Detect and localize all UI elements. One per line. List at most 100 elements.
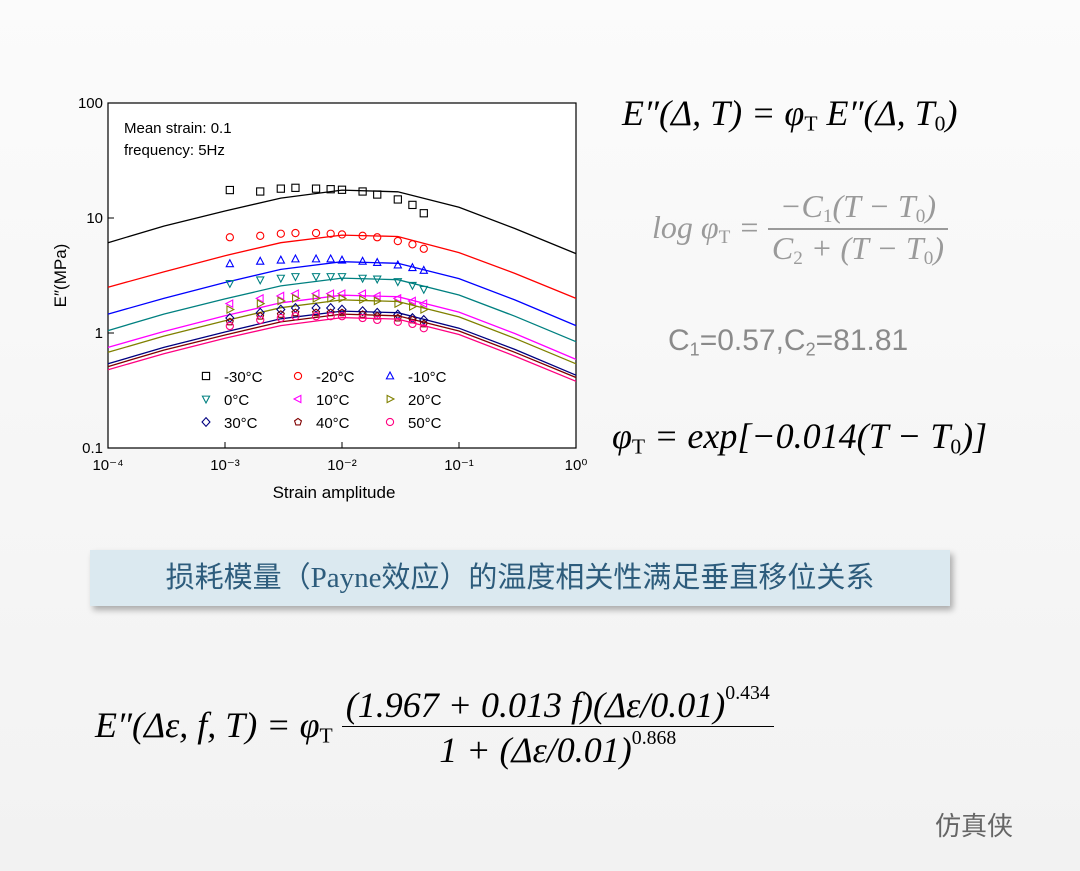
legend-marker	[201, 395, 211, 405]
legend-label: -20°C	[316, 369, 355, 386]
marker	[393, 313, 402, 322]
marker	[311, 228, 321, 238]
legend-label: -10°C	[408, 369, 447, 386]
annotation: frequency: 5Hz	[124, 142, 225, 159]
legend-marker	[201, 371, 211, 381]
marker	[419, 244, 428, 253]
marker	[291, 312, 300, 321]
marker	[326, 308, 335, 317]
marker	[326, 229, 335, 238]
legend-label: 40°C	[316, 415, 350, 432]
marker	[393, 195, 402, 204]
marker	[311, 184, 321, 193]
marker	[337, 255, 347, 264]
marker	[372, 275, 382, 285]
marker	[357, 305, 368, 317]
legend-marker	[385, 417, 395, 427]
marker	[393, 278, 403, 287]
legend-marker	[385, 370, 395, 380]
fit-line	[107, 277, 577, 343]
marker	[409, 301, 418, 312]
marker	[337, 185, 347, 194]
marker	[291, 308, 300, 317]
watermark: 仿真侠	[935, 811, 1014, 841]
constants: C1=0.57,C2=81.81	[668, 324, 909, 360]
y-axis-label: E″(MPa)	[51, 244, 70, 308]
marker	[358, 231, 367, 240]
marker	[256, 231, 265, 240]
marker	[337, 273, 347, 282]
marker	[393, 236, 402, 246]
marker	[337, 230, 347, 239]
marker	[394, 299, 403, 309]
marker	[407, 262, 417, 272]
marker	[311, 308, 321, 317]
marker	[311, 312, 321, 321]
model-equation: E″(Δε, f, T) = φT (1.967 + 0.013 f)(Δε/0…	[95, 682, 774, 771]
marker	[419, 209, 428, 218]
marker	[276, 310, 285, 318]
legend-marker	[293, 371, 303, 381]
fit-line	[107, 313, 577, 379]
marker	[311, 253, 321, 263]
legend-marker	[386, 394, 396, 404]
marker	[256, 311, 265, 320]
legend-label: 0°C	[224, 392, 249, 409]
marker	[256, 315, 265, 325]
marker	[226, 305, 235, 315]
marker	[419, 285, 429, 295]
y-tick-label: 0.1	[82, 440, 103, 457]
legend-label: 20°C	[408, 392, 442, 409]
marker	[393, 259, 403, 269]
phi-equation: φT = exp[−0.014(T − T0)]	[612, 416, 988, 459]
marker	[276, 229, 285, 238]
marker	[407, 296, 416, 306]
marker	[291, 183, 300, 192]
annotation: Mean strain: 0.1	[124, 120, 232, 137]
marker	[372, 307, 382, 318]
marker	[419, 265, 429, 274]
marker	[372, 291, 381, 301]
fit-line	[107, 189, 577, 255]
marker	[225, 233, 234, 242]
marker	[358, 274, 368, 284]
plot-frame	[107, 102, 577, 449]
legend-marker	[293, 417, 303, 426]
fit-line	[107, 234, 577, 300]
marker	[225, 317, 234, 326]
marker	[337, 312, 347, 321]
marker	[338, 293, 348, 303]
marker	[419, 319, 428, 328]
fit-line	[107, 310, 577, 376]
chart: 10⁻⁴ 10⁻³ 10⁻² 10⁻¹ 10⁰ 0.1 1 10 100 Strain ampli…	[51, 95, 587, 502]
legend-marker	[292, 394, 302, 404]
wlf-equation: log φT = −C1(T − T0) C2 + (T − T0)	[652, 188, 948, 270]
x-tick-label: 10⁻²	[327, 457, 357, 474]
marker	[418, 299, 428, 309]
marker	[276, 184, 285, 193]
marker	[225, 258, 235, 268]
marker	[408, 240, 417, 249]
marker	[290, 273, 300, 282]
legend-label: -30°C	[224, 369, 263, 386]
legend-marker	[201, 416, 211, 428]
marker	[373, 233, 382, 242]
shift-equation: E″(Δ, T) = φT E″(Δ, T0)	[622, 93, 958, 136]
marker	[277, 296, 286, 306]
marker	[358, 187, 367, 196]
marker	[255, 293, 264, 303]
marker	[357, 289, 367, 299]
marker	[312, 293, 322, 303]
marker	[392, 293, 402, 303]
marker	[255, 256, 265, 265]
marker	[276, 304, 286, 315]
marker	[225, 321, 234, 331]
marker	[276, 313, 285, 323]
marker	[373, 296, 383, 306]
marker	[373, 190, 382, 199]
marker	[291, 228, 300, 238]
marker	[225, 279, 235, 289]
marker	[408, 200, 417, 210]
marker	[276, 255, 286, 264]
